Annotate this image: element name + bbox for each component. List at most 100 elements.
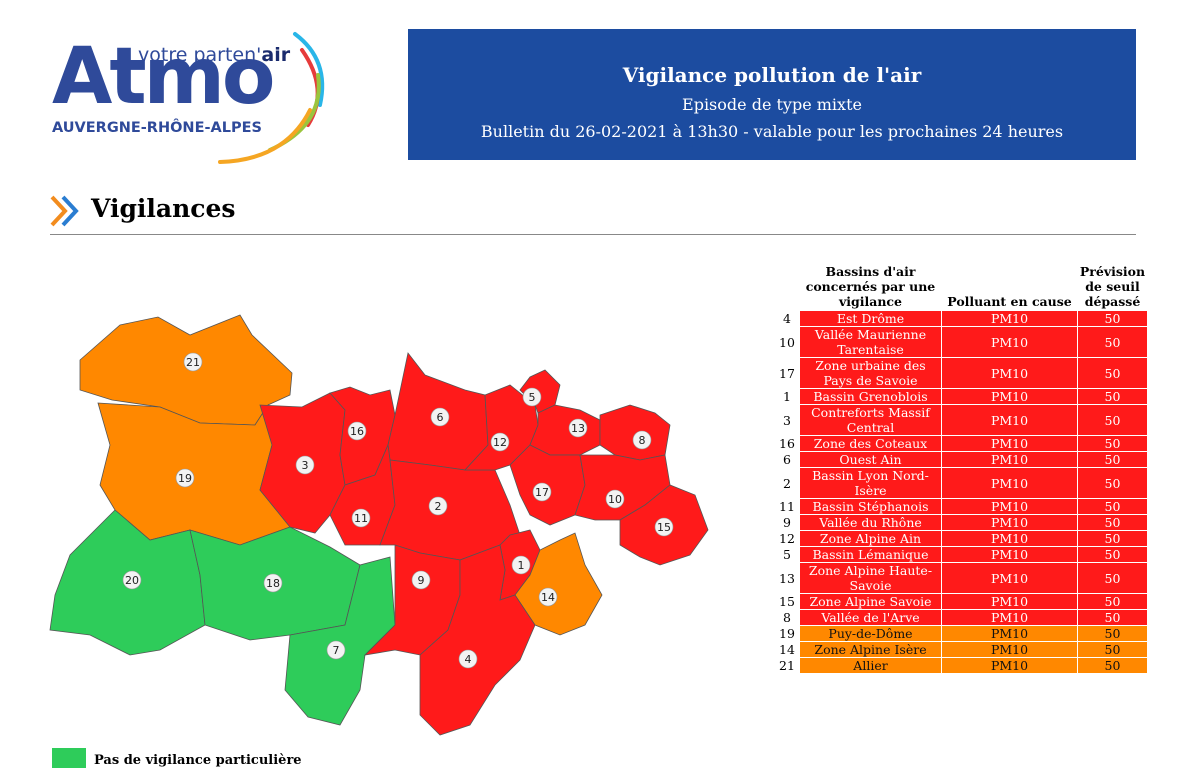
map-zone-label: 18 bbox=[266, 577, 280, 590]
cell-name: Zone Alpine Isère bbox=[799, 641, 942, 658]
cell-num: 11 bbox=[776, 498, 800, 515]
map-zone-label: 19 bbox=[178, 472, 192, 485]
cell-pollutant: PM10 bbox=[941, 326, 1078, 358]
table-row: 5 Bassin Lémanique PM10 50 bbox=[776, 546, 1148, 563]
map-zone-label: 14 bbox=[541, 591, 555, 604]
atmo-logo: votre parten'air Atmo AUVERGNE-RHÔNE-ALP… bbox=[40, 20, 340, 170]
cell-name: Contreforts Massif Central bbox=[799, 404, 942, 436]
cell-name: Zone Alpine Savoie bbox=[799, 593, 942, 610]
cell-pollutant: PM10 bbox=[941, 404, 1078, 436]
cell-value: 50 bbox=[1077, 388, 1148, 405]
map-zone-label: 21 bbox=[186, 356, 200, 369]
cell-pollutant: PM10 bbox=[941, 435, 1078, 452]
table-row: 11 Bassin Stéphanois PM10 50 bbox=[776, 498, 1148, 515]
cell-value: 50 bbox=[1077, 657, 1148, 674]
cell-value: 50 bbox=[1077, 451, 1148, 468]
vigilance-map: 21 19 20 18 7 3 16 6 11 2 12 5 13 8 17 10 15 1 14 9 4 bbox=[49, 314, 709, 736]
map-zone-marker bbox=[522, 387, 542, 407]
map-zone-marker bbox=[175, 468, 195, 488]
map-zone-label: 15 bbox=[657, 521, 671, 534]
cell-num: 10 bbox=[776, 326, 800, 358]
cell-value: 50 bbox=[1077, 546, 1148, 563]
cell-num: 19 bbox=[776, 625, 800, 642]
map-zone-marker bbox=[511, 555, 531, 575]
cell-name: Zone des Coteaux bbox=[799, 435, 942, 452]
bulletin-date: Bulletin du 26-02-2021 à 13h30 - valable… bbox=[480, 122, 1064, 141]
cell-num: 9 bbox=[776, 514, 800, 531]
section-heading: Vigilances bbox=[50, 190, 1136, 235]
cell-num: 6 bbox=[776, 451, 800, 468]
cell-num: 14 bbox=[776, 641, 800, 658]
table-row: 2 Bassin Lyon Nord-Isère PM10 50 bbox=[776, 467, 1148, 499]
cell-value: 50 bbox=[1077, 357, 1148, 389]
map-zone-label: 8 bbox=[639, 434, 646, 447]
map-zone-8 bbox=[599, 404, 671, 461]
map-zone-label: 4 bbox=[465, 653, 472, 666]
map-zone-label: 10 bbox=[608, 493, 622, 506]
table-row: 9 Vallée du Rhône PM10 50 bbox=[776, 514, 1148, 531]
table-row: 19 Puy-de-Dôme PM10 50 bbox=[776, 625, 1148, 642]
table-row: 15 Zone Alpine Savoie PM10 50 bbox=[776, 593, 1148, 610]
header-basin: Bassins d'air concernés par une vigilanc… bbox=[805, 264, 936, 309]
cell-name: Bassin Stéphanois bbox=[799, 498, 942, 515]
cell-pollutant: PM10 bbox=[941, 467, 1078, 499]
cell-num: 17 bbox=[776, 357, 800, 389]
cell-value: 50 bbox=[1077, 467, 1148, 499]
table-row: 1 Bassin Grenoblois PM10 50 bbox=[776, 388, 1148, 405]
cell-name: Puy-de-Dôme bbox=[799, 625, 942, 642]
map-zone-label: 5 bbox=[529, 391, 536, 404]
map-zone-13 bbox=[529, 404, 601, 456]
table-row: 16 Zone des Coteaux PM10 50 bbox=[776, 435, 1148, 452]
map-zone-marker bbox=[183, 352, 203, 372]
map-zone-marker bbox=[351, 508, 371, 528]
cell-value: 50 bbox=[1077, 310, 1148, 327]
cell-num: 21 bbox=[776, 657, 800, 674]
map-zone-label: 20 bbox=[125, 574, 139, 587]
cell-value: 50 bbox=[1077, 641, 1148, 658]
table-row: 3 Contreforts Massif Central PM10 50 bbox=[776, 404, 1148, 436]
legend-no-vigilance-label: Pas de vigilance particulière bbox=[94, 753, 302, 768]
cell-num: 12 bbox=[776, 530, 800, 547]
map-zone-marker bbox=[428, 496, 448, 516]
map-zone-label: 2 bbox=[435, 500, 442, 513]
map-zone-label: 7 bbox=[333, 644, 340, 657]
header-pollutant: Polluant en cause bbox=[947, 294, 1072, 309]
map-zone-marker bbox=[295, 455, 315, 475]
cell-pollutant: PM10 bbox=[941, 514, 1078, 531]
cell-name: Bassin Lyon Nord-Isère bbox=[799, 467, 942, 499]
cell-name: Zone Alpine Haute-Savoie bbox=[799, 562, 942, 594]
map-zone-marker bbox=[632, 430, 652, 450]
map-zone-marker bbox=[538, 587, 558, 607]
map-zone-label: 3 bbox=[302, 459, 309, 472]
map-zone-label: 17 bbox=[535, 486, 549, 499]
cell-value: 50 bbox=[1077, 404, 1148, 436]
cell-value: 50 bbox=[1077, 530, 1148, 547]
cell-pollutant: PM10 bbox=[941, 609, 1078, 626]
episode-type: Episode de type mixte bbox=[682, 95, 862, 114]
header-banner: Vigilance pollution de l'air Episode de … bbox=[408, 29, 1136, 160]
header-threshold: Prévision de seuil dépassé bbox=[1079, 264, 1146, 309]
map-zone-5 bbox=[519, 369, 561, 414]
cell-pollutant: PM10 bbox=[941, 593, 1078, 610]
cell-pollutant: PM10 bbox=[941, 657, 1078, 674]
map-zone-marker bbox=[532, 482, 552, 502]
logo-tagline: votre parten'air bbox=[138, 44, 291, 66]
table-row: 14 Zone Alpine Isère PM10 50 bbox=[776, 641, 1148, 658]
table-row: 4 Est Drôme PM10 50 bbox=[776, 310, 1148, 327]
cell-num: 13 bbox=[776, 562, 800, 594]
cell-value: 50 bbox=[1077, 498, 1148, 515]
cell-value: 50 bbox=[1077, 326, 1148, 358]
map-zone-marker bbox=[263, 573, 283, 593]
cell-value: 50 bbox=[1077, 593, 1148, 610]
map-zone-marker bbox=[347, 421, 367, 441]
cell-pollutant: PM10 bbox=[941, 530, 1078, 547]
cell-name: Zone urbaine des Pays de Savoie bbox=[799, 357, 942, 389]
map-zone-marker bbox=[490, 432, 510, 452]
cell-num: 16 bbox=[776, 435, 800, 452]
cell-pollutant: PM10 bbox=[941, 451, 1078, 468]
cell-value: 50 bbox=[1077, 435, 1148, 452]
table-row: 6 Ouest Ain PM10 50 bbox=[776, 451, 1148, 468]
cell-num: 2 bbox=[776, 467, 800, 499]
double-chevron-icon bbox=[50, 195, 79, 227]
cell-pollutant: PM10 bbox=[941, 546, 1078, 563]
